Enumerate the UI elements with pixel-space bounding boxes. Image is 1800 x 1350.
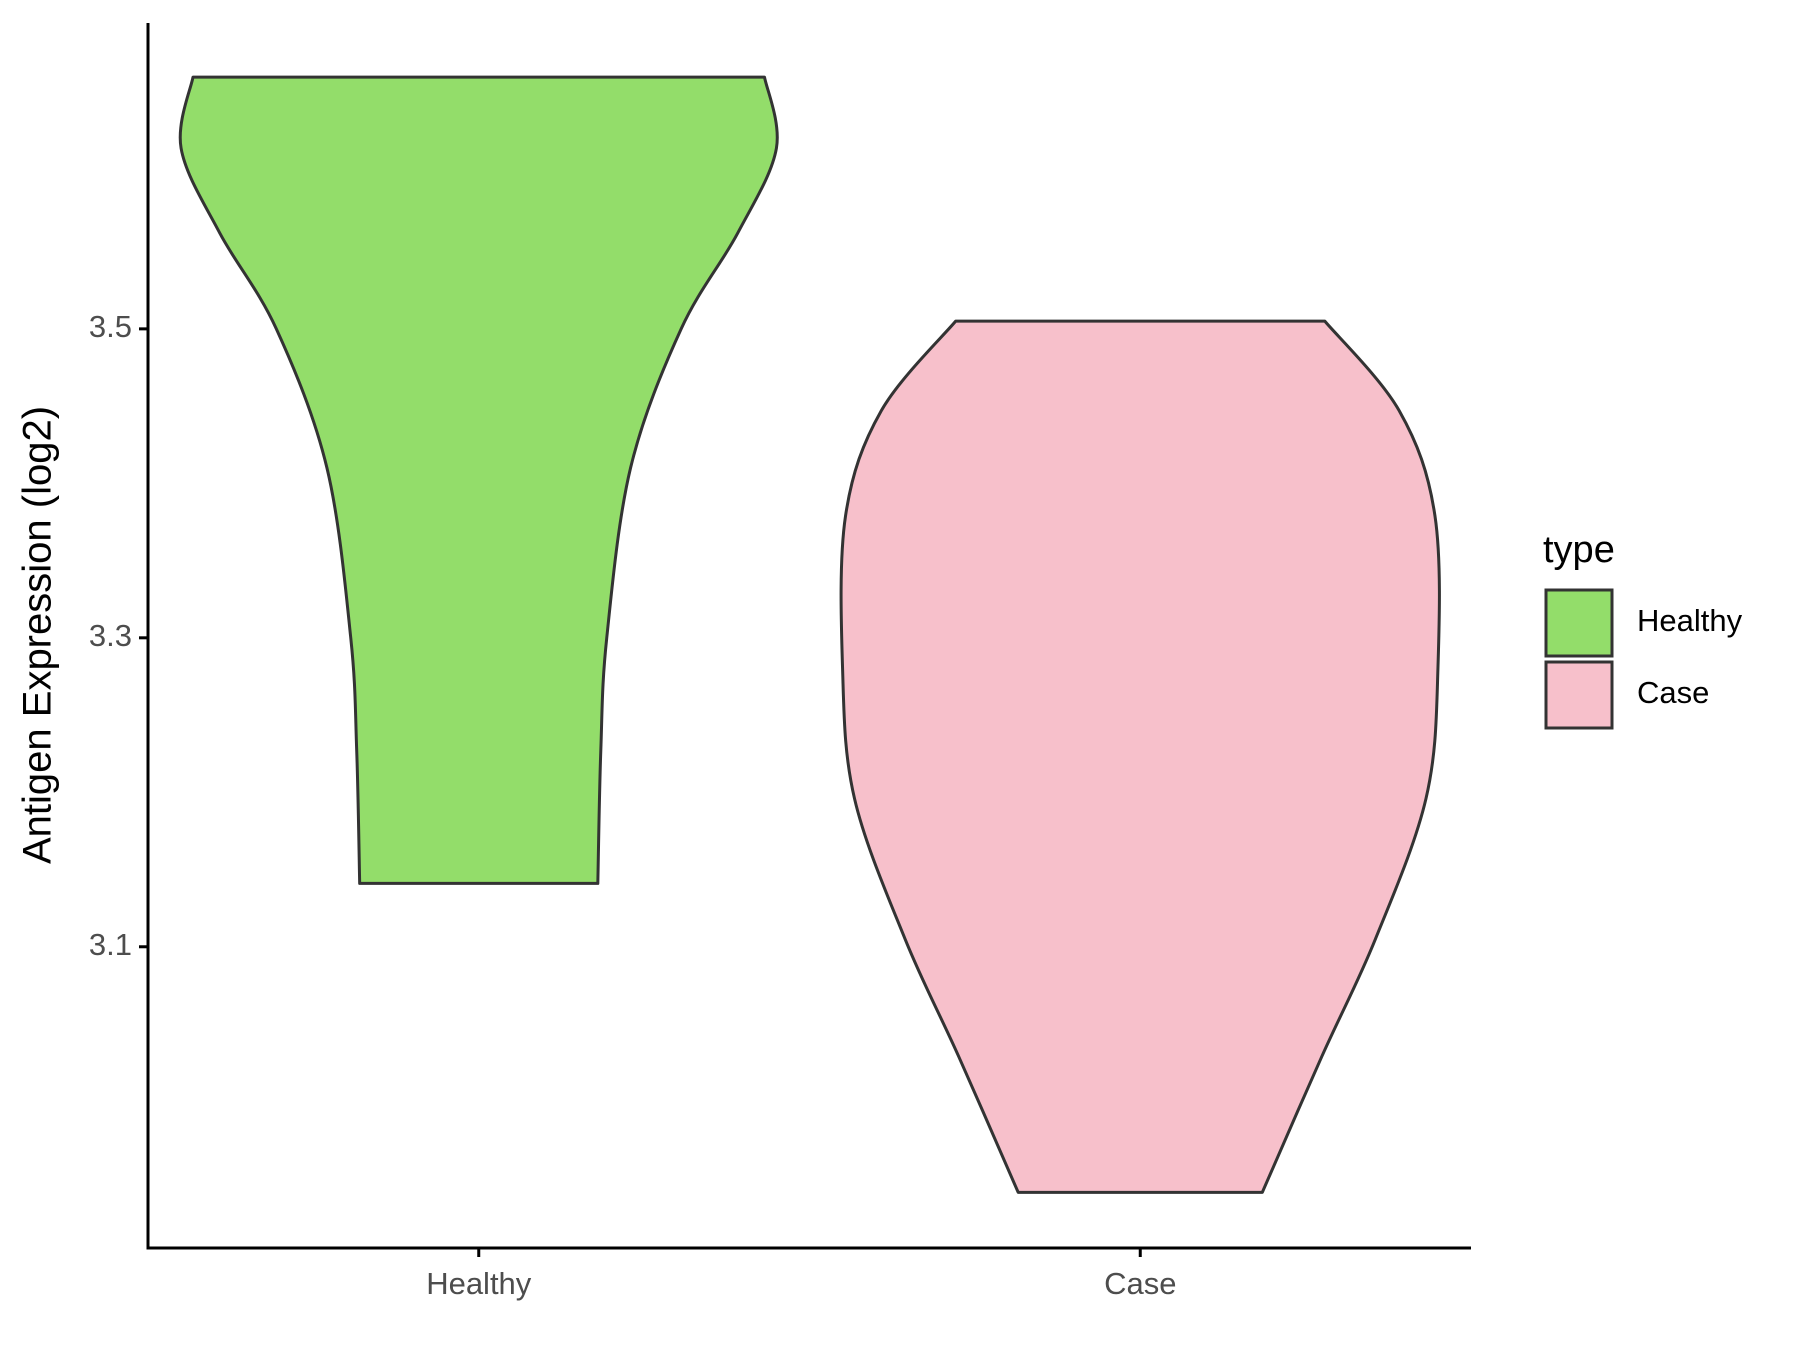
y-tick-label: 3.3 (89, 618, 132, 653)
violin (839, 319, 1441, 1194)
violin (178, 75, 779, 885)
legend-label: Case (1637, 675, 1709, 710)
legend-key (1544, 660, 1614, 730)
legend-label: Healthy (1637, 603, 1743, 638)
y-tick-label: 3.5 (89, 309, 132, 344)
legend-key (1544, 588, 1614, 658)
x-tick-label: Healthy (426, 1266, 532, 1301)
legend-title: type (1543, 529, 1615, 571)
x-tick-label: Case (1104, 1266, 1176, 1301)
y-tick-label: 3.1 (89, 927, 132, 962)
y-axis-title: Antigen Expression (log2) (16, 406, 60, 864)
